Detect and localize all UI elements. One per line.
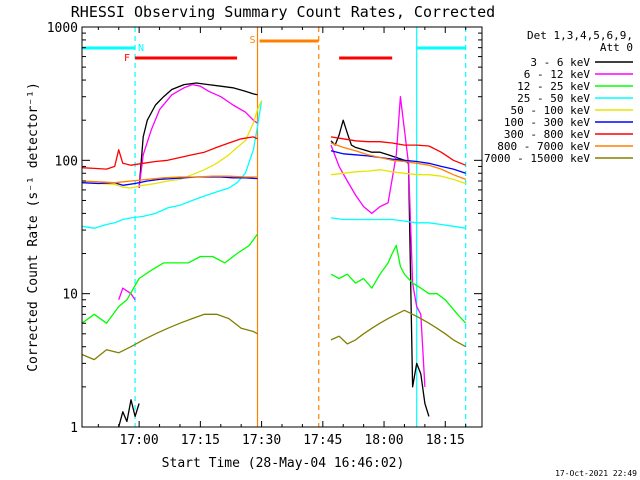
legend-label-6: 300 - 800 keV bbox=[504, 128, 590, 141]
legend-label-7: 800 - 7000 keV bbox=[497, 140, 590, 153]
chart-title: RHESSI Observing Summary Count Rates, Co… bbox=[71, 3, 495, 21]
legend-label-0: 3 - 6 keV bbox=[530, 56, 590, 69]
y-tick-label-3: 1000 bbox=[47, 21, 78, 36]
x-tick-label-3: 17:45 bbox=[303, 433, 342, 448]
axes: 17:00 17:15 17:30 17:45 18:00 18:15 1 10 100 1000 bbox=[47, 21, 482, 448]
series-line-8-segment-1 bbox=[330, 309, 467, 348]
plot-area: NF S bbox=[81, 27, 467, 428]
series-line-3-segment-0 bbox=[81, 100, 263, 229]
y-tick-label-2: 100 bbox=[55, 154, 78, 169]
series-line-1-segment-0 bbox=[118, 287, 136, 301]
series-line-1-segment-2 bbox=[330, 96, 426, 387]
legend-label-2: 12 - 25 keV bbox=[517, 80, 590, 93]
x-axis-label: Start Time (28-May-04 16:46:02) bbox=[162, 456, 405, 471]
series-line-7-segment-1 bbox=[330, 142, 466, 181]
series-line-4-segment-0 bbox=[81, 100, 263, 189]
legend-label-1: 6 - 12 keV bbox=[524, 68, 591, 81]
y-tick-label-0: 1 bbox=[70, 421, 78, 436]
x-tick-label-5: 18:15 bbox=[426, 433, 465, 448]
series-line-0-segment-2 bbox=[330, 119, 430, 417]
series-line-0-segment-0 bbox=[118, 399, 140, 428]
footer-date: 17-Oct-2021 22:49 bbox=[555, 469, 637, 478]
night-flag-label: N bbox=[138, 43, 144, 54]
plot-frame bbox=[81, 26, 483, 428]
series-line-7-segment-0 bbox=[81, 175, 258, 184]
legend-label-5: 100 - 300 keV bbox=[504, 116, 590, 129]
series-line-6-segment-1 bbox=[330, 136, 466, 166]
x-tick-label-4: 18:00 bbox=[364, 433, 403, 448]
legend-header-line-1: Det 1,3,4,5,6,9, bbox=[527, 29, 633, 42]
series-line-5-segment-1 bbox=[330, 150, 466, 174]
x-tick-label-0: 17:00 bbox=[120, 433, 159, 448]
legend-label-4: 50 - 100 keV bbox=[511, 104, 591, 117]
series-line-3-segment-1 bbox=[330, 217, 466, 229]
saa-flag-label: S bbox=[250, 35, 256, 46]
series-line-2-segment-1 bbox=[330, 244, 467, 324]
series-line-4-segment-1 bbox=[330, 169, 466, 185]
series-line-8-segment-0 bbox=[81, 313, 258, 361]
y-tick-label-1: 10 bbox=[62, 288, 78, 303]
legend-header-line-2: Att 0 bbox=[600, 41, 633, 54]
series-line-0-segment-1 bbox=[138, 82, 258, 189]
series-line-2-segment-0 bbox=[81, 233, 259, 324]
y-axis-label: Corrected Count Rate (s⁻¹ detector⁻¹) bbox=[26, 82, 41, 372]
series-line-6-segment-0 bbox=[81, 136, 258, 170]
x-tick-label-1: 17:15 bbox=[181, 433, 220, 448]
legend-label-3: 25 - 50 keV bbox=[517, 92, 590, 105]
series-line-1-segment-1 bbox=[138, 83, 258, 189]
flare-flag-label: F bbox=[124, 53, 130, 64]
series-line-5-segment-0 bbox=[81, 176, 258, 186]
x-tick-label-2: 17:30 bbox=[242, 433, 281, 448]
legend-label-8: 7000 - 15000 keV bbox=[484, 152, 590, 165]
